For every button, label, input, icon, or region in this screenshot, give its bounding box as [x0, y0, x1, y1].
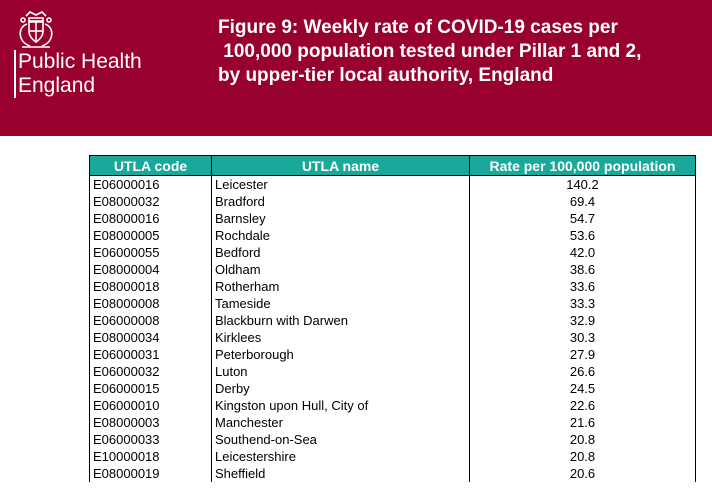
cell-name: Oldham — [211, 261, 470, 278]
cell-name: Luton — [211, 363, 470, 380]
table-row: E08000034 Kirklees 30.3 — [89, 329, 696, 346]
cell-rate: 20.6 — [469, 465, 696, 482]
cell-name: Sheffield — [211, 465, 470, 482]
cell-code: E08000019 — [89, 465, 212, 482]
column-header-name: UTLA name — [211, 155, 470, 176]
header-banner: Public Health England Figure 9: Weekly r… — [0, 0, 712, 136]
cell-rate: 33.3 — [469, 295, 696, 312]
cell-rate: 69.4 — [469, 193, 696, 210]
table-row: E08000018 Rotherham 33.6 — [89, 278, 696, 295]
cell-rate: 42.0 — [469, 244, 696, 261]
column-header-rate: Rate per 100,000 population — [469, 155, 696, 176]
table-row: E06000032 Luton 26.6 — [89, 363, 696, 380]
cell-name: Derby — [211, 380, 470, 397]
table-row: E06000008 Blackburn with Darwen 32.9 — [89, 312, 696, 329]
cell-code: E06000032 — [89, 363, 212, 380]
rates-table: UTLA code UTLA name Rate per 100,000 pop… — [89, 155, 696, 482]
cell-code: E08000003 — [89, 414, 212, 431]
column-header-code: UTLA code — [89, 155, 212, 176]
table-row: E06000031 Peterborough 27.9 — [89, 346, 696, 363]
cell-code: E08000005 — [89, 227, 212, 244]
cell-name: Leicestershire — [211, 448, 470, 465]
cell-name: Tameside — [211, 295, 470, 312]
cell-code: E06000008 — [89, 312, 212, 329]
logo-line-2: England — [18, 74, 96, 97]
cell-rate: 32.9 — [469, 312, 696, 329]
table-row: E08000016 Barnsley 54.7 — [89, 210, 696, 227]
cell-code: E06000055 — [89, 244, 212, 261]
cell-rate: 20.8 — [469, 431, 696, 448]
cell-code: E06000015 — [89, 380, 212, 397]
cell-rate: 30.3 — [469, 329, 696, 346]
cell-code: E06000033 — [89, 431, 212, 448]
table-body: E06000016 Leicester 140.2 E08000032 Bradford… — [89, 175, 696, 482]
cell-code: E08000034 — [89, 329, 212, 346]
cell-name: Blackburn with Darwen — [211, 312, 470, 329]
cell-code: E06000016 — [89, 175, 212, 193]
cell-name: Kingston upon Hull, City of — [211, 397, 470, 414]
cell-rate: 33.6 — [469, 278, 696, 295]
cell-rate: 21.6 — [469, 414, 696, 431]
table-row: E06000055 Bedford 42.0 — [89, 244, 696, 261]
royal-crest-icon — [19, 11, 53, 48]
cell-name: Southend-on-Sea — [211, 431, 470, 448]
cell-rate: 53.6 — [469, 227, 696, 244]
table-row: E06000033 Southend-on-Sea 20.8 — [89, 431, 696, 448]
cell-rate: 26.6 — [469, 363, 696, 380]
cell-name: Manchester — [211, 414, 470, 431]
table-row: E10000018 Leicestershire 20.8 — [89, 448, 696, 465]
cell-name: Bedford — [211, 244, 470, 261]
table-row: E08000004 Oldham 38.6 — [89, 261, 696, 278]
table-row: E08000019 Sheffield 20.6 — [89, 465, 696, 482]
cell-code: E06000031 — [89, 346, 212, 363]
table-row: E08000003 Manchester 21.6 — [89, 414, 696, 431]
cell-name: Barnsley — [211, 210, 470, 227]
cell-rate: 54.7 — [469, 210, 696, 227]
cell-name: Rotherham — [211, 278, 470, 295]
figure-title: Figure 9: Weekly rate of COVID-19 cases … — [218, 17, 642, 86]
table-row: E06000010 Kingston upon Hull, City of 22.6 — [89, 397, 696, 414]
cell-code: E08000008 — [89, 295, 212, 312]
cell-rate: 38.6 — [469, 261, 696, 278]
cell-name: Bradford — [211, 193, 470, 210]
table-container: UTLA code UTLA name Rate per 100,000 pop… — [89, 155, 696, 482]
cell-code: E08000016 — [89, 210, 212, 227]
table-row: E06000016 Leicester 140.2 — [89, 175, 696, 193]
cell-name: Leicester — [211, 175, 470, 193]
cell-rate: 140.2 — [469, 175, 696, 193]
cell-code: E06000010 — [89, 397, 212, 414]
table-header-row: UTLA code UTLA name Rate per 100,000 pop… — [89, 155, 696, 176]
table-row: E08000032 Bradford 69.4 — [89, 193, 696, 210]
cell-rate: 22.6 — [469, 397, 696, 414]
table-row: E06000015 Derby 24.5 — [89, 380, 696, 397]
logo-line-1: Public Health — [18, 50, 142, 73]
cell-code: E08000004 — [89, 261, 212, 278]
cell-rate: 24.5 — [469, 380, 696, 397]
table-row: E08000005 Rochdale 53.6 — [89, 227, 696, 244]
cell-code: E08000032 — [89, 193, 212, 210]
cell-name: Peterborough — [211, 346, 470, 363]
cell-code: E08000018 — [89, 278, 212, 295]
cell-name: Rochdale — [211, 227, 470, 244]
cell-rate: 27.9 — [469, 346, 696, 363]
cell-code: E10000018 — [89, 448, 212, 465]
table-row: E08000008 Tameside 33.3 — [89, 295, 696, 312]
cell-rate: 20.8 — [469, 448, 696, 465]
logo-wordmark: Public Health England — [14, 50, 142, 98]
cell-name: Kirklees — [211, 329, 470, 346]
